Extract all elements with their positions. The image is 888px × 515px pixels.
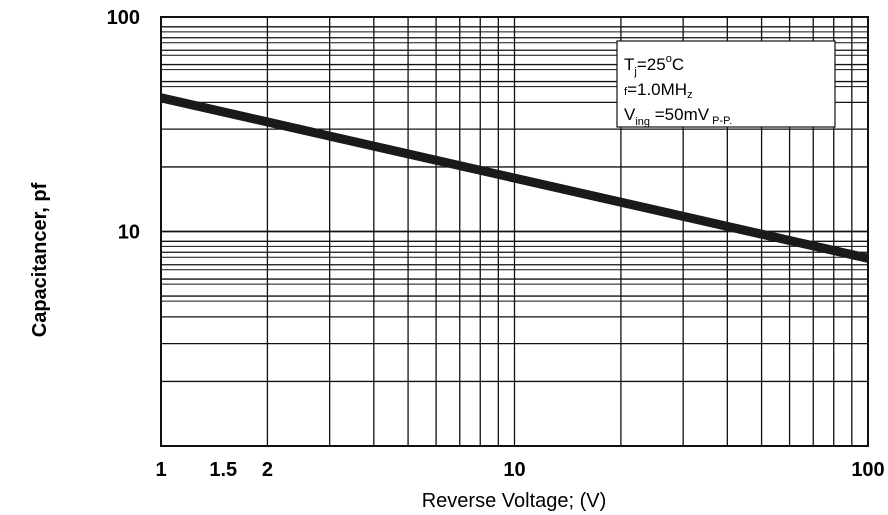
x-tick-label: 100 [851, 459, 884, 481]
plot-frame [160, 16, 869, 447]
condition-f-value: =1.0MH [627, 80, 687, 99]
y-tick-labels: 100 10 [107, 7, 140, 244]
condition-v-subscript: ing [635, 116, 650, 128]
series-layer [160, 93, 869, 263]
condition-tj-value: =25 [637, 55, 666, 74]
condition-f-symbol: f [624, 86, 628, 98]
condition-tj-symbol: T [624, 55, 634, 74]
x-tick-labels: 1 1.5 2 10 100 [155, 459, 884, 481]
condition-frequency: f=1.0MHz [624, 80, 693, 101]
condition-f-subscript: z [687, 89, 693, 101]
x-tick-label: 10 [503, 459, 525, 481]
capacitance-series-line [160, 93, 869, 263]
condition-tj: Tj=25oC [624, 53, 684, 78]
x-tick-label: 1 [155, 459, 166, 481]
x-axis-label: Reverse Voltage; (V) [422, 490, 607, 512]
y-axis-label: Capacitancer, pf [29, 182, 51, 337]
condition-tj-unit: C [672, 55, 684, 74]
condition-tj-degree: o [666, 53, 672, 65]
x-tick-label: 2 [262, 459, 273, 481]
condition-v-symbol: V [624, 105, 636, 124]
y-tick-label: 10 [118, 222, 140, 244]
condition-v-value: =50mV [650, 105, 710, 124]
conditions-box-bg [616, 40, 836, 128]
condition-voltage: Ving =50mV P-P. [624, 105, 732, 128]
x-tick-label: 1.5 [209, 459, 237, 481]
condition-tj-subscript: j [633, 66, 636, 78]
y-tick-label: 100 [107, 7, 140, 29]
condition-v-unit: P-P. [709, 115, 732, 127]
